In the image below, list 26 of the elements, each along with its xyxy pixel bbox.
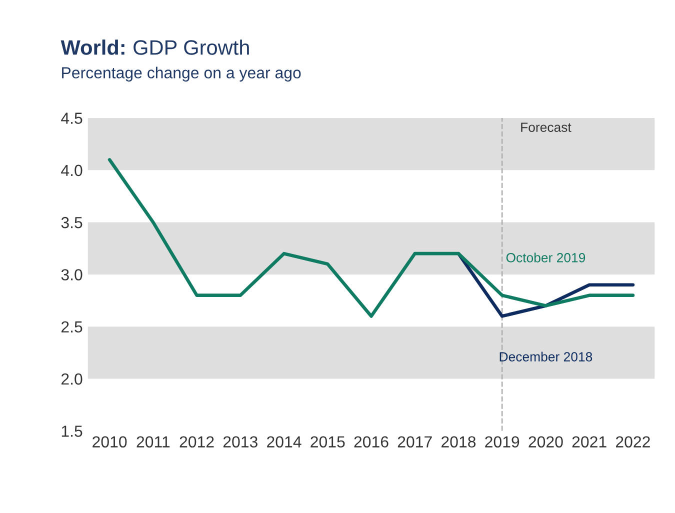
chart-subtitle: Percentage change on a year ago (62, 66, 301, 82)
x-tick-label: 2013 (223, 436, 258, 448)
x-tick-label: 2012 (180, 436, 214, 448)
x-tick-label: 2011 (136, 436, 170, 448)
x-tick-label: 2021 (572, 436, 606, 448)
line-series (108, 158, 635, 318)
y-tick-label: 3.0 (61, 269, 82, 280)
y-tick-label: 3.5 (61, 216, 82, 228)
y-tick-label: 4.5 (61, 112, 82, 124)
x-tick-label: 2016 (354, 436, 388, 448)
x-tick-label: 2018 (442, 436, 476, 448)
ref-line-label: Forecast (521, 122, 572, 132)
y-tick-label: 1.5 (62, 426, 82, 437)
x-tick-label: 2017 (398, 436, 432, 448)
x-tick-label: 2010 (92, 436, 127, 448)
x-tick-label: 2014 (267, 436, 302, 448)
y-tick-label: 2.0 (61, 373, 82, 385)
text: October 2019 (506, 252, 586, 262)
x-tick-label: 2020 (528, 436, 563, 448)
x-tick-label: 2022 (616, 436, 650, 448)
text: December 2018 (500, 352, 592, 362)
x-tick-label: 2019 (485, 436, 520, 448)
y-tick-label: 2.5 (61, 321, 82, 333)
chart-title: World: GDP Growth (60, 40, 249, 55)
y-tick-label: 4.0 (61, 164, 82, 176)
x-tick-label: 2015 (310, 436, 345, 448)
